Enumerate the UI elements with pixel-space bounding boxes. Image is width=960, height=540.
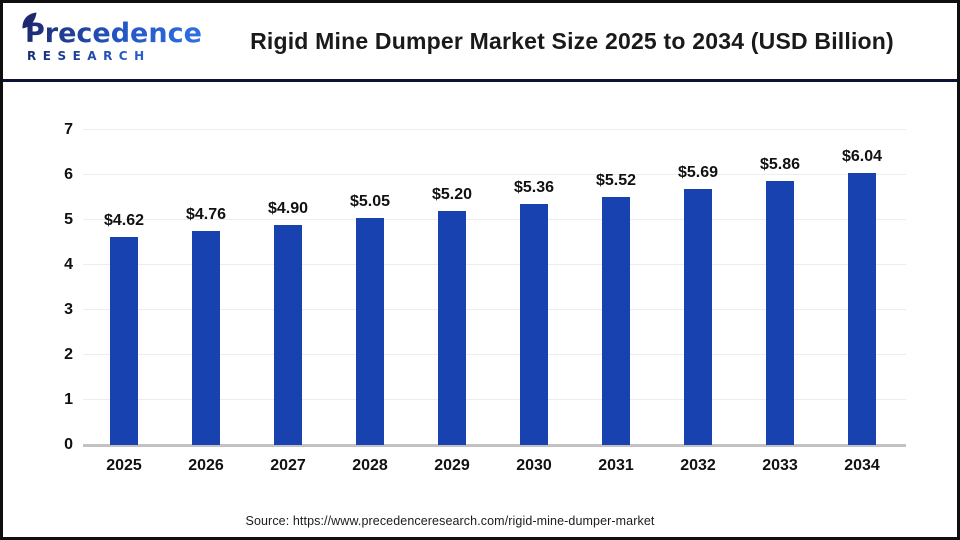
bar-group: $5.05 2028 [329, 130, 411, 474]
y-tick-label: 5 [64, 211, 73, 228]
bar [766, 181, 794, 445]
x-axis-line [83, 444, 906, 447]
bar-value-label: $4.76 [185, 205, 227, 223]
y-tick-label: 3 [64, 301, 73, 318]
bar-value-label: $5.36 [513, 178, 555, 196]
header: Precedence RESEARCH Rigid Mine Dumper Ma… [3, 3, 957, 82]
bar [192, 230, 220, 445]
bar-value-label: $5.20 [431, 186, 473, 203]
x-tick-label: 2031 [598, 457, 634, 474]
bar-value-label: $5.05 [349, 192, 391, 210]
x-tick-label: 2034 [844, 457, 880, 474]
x-tick-label: 2028 [352, 457, 388, 474]
plot: 0 1 2 3 4 5 6 7 $4.62 2025 $4.76 2026 $4.90 2027 $5.05… [64, 121, 906, 475]
bar-value-label: $4.90 [267, 199, 309, 217]
bar-value-label: $5.86 [759, 156, 801, 174]
gridline [83, 354, 906, 355]
bar-group: $4.90 2027 [247, 130, 329, 475]
y-tick-label: 1 [64, 391, 73, 408]
x-tick-label: 2027 [270, 457, 306, 474]
bar [110, 237, 138, 445]
x-tick-label: 2030 [516, 457, 552, 474]
bar [356, 217, 384, 445]
precedence-research-logo: Precedence RESEARCH [22, 12, 202, 62]
bar-group: $5.20 2029 [411, 130, 493, 474]
bar-value-label: $5.69 [677, 163, 719, 181]
gridline [83, 309, 906, 310]
bar [602, 196, 630, 445]
bar-group: $6.04 2034 [821, 130, 903, 474]
bar [684, 188, 712, 445]
chart-area: 0 1 2 3 4 5 6 7 $4.62 2025 $4.76 2026 $4.90 2027 $5.05… [3, 85, 957, 537]
bar [848, 173, 876, 445]
x-tick-label: 2026 [188, 457, 224, 474]
bar [274, 224, 302, 445]
bar-value-label: $6.04 [841, 148, 883, 166]
y-tick-label: 2 [64, 346, 73, 363]
bar-group: $5.36 2030 [493, 130, 575, 474]
bar [438, 211, 466, 445]
logo-wordmark: Precedence [25, 18, 202, 49]
y-tick-label: 6 [64, 166, 73, 183]
bar [520, 203, 548, 445]
gridline [83, 264, 906, 265]
x-tick-label: 2032 [680, 457, 716, 474]
x-tick-label: 2025 [106, 457, 142, 474]
chart-title: Rigid Mine Dumper Market Size 2025 to 20… [250, 27, 894, 54]
source-text: Source: https://www.precedenceresearch.c… [245, 514, 655, 528]
bar-group: $5.69 2032 [657, 130, 739, 474]
y-tick-label: 0 [64, 436, 73, 453]
gridline [83, 129, 906, 130]
bar-value-label: $5.52 [595, 171, 637, 189]
bar-group: $4.76 2026 [165, 130, 247, 474]
gridline [83, 219, 906, 220]
gridline [83, 399, 906, 400]
logo-subtitle: RESEARCH [23, 50, 201, 62]
bar-value-label: $4.62 [103, 212, 145, 230]
y-tick-label: 4 [64, 256, 73, 273]
bar-group: $5.86 2033 [739, 130, 821, 474]
bar-group: $4.62 2025 [83, 130, 165, 474]
gridline [83, 174, 906, 175]
leaf-icon [22, 12, 37, 29]
y-tick-label: 7 [64, 121, 73, 138]
bar-group: $5.52 2031 [575, 130, 657, 474]
x-tick-label: 2029 [434, 457, 470, 474]
x-tick-label: 2033 [762, 457, 798, 474]
